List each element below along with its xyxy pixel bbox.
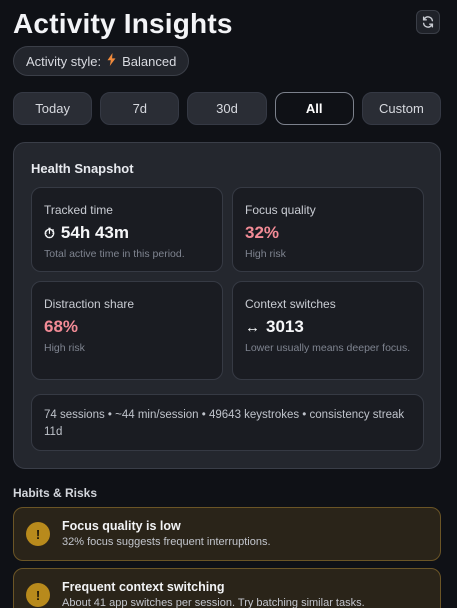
card-value: 54h 43m [60, 223, 129, 242]
card-label: Context switches [245, 297, 336, 311]
card-value: 3013 [266, 317, 304, 336]
period-tabs: Today 7d 30d All Custom [13, 92, 442, 125]
card-sub: Lower usually means deeper focus. [245, 342, 411, 354]
tracked-time-card: Tracked time ⏱ 54h 43m Total active time… [31, 187, 223, 272]
risk-item[interactable]: ! Frequent context switching About 41 ap… [13, 568, 441, 608]
header: Activity Insights [13, 6, 444, 42]
bolt-icon [107, 53, 116, 69]
card-label: Focus quality [245, 203, 316, 217]
activity-style-value: Balanced [122, 53, 177, 69]
refresh-icon [422, 16, 434, 28]
activity-style-label: Activity style: [26, 53, 102, 69]
card-label: Distraction share [44, 297, 135, 311]
card-sub: High risk [44, 342, 85, 354]
page-title: Activity Insights [13, 8, 233, 39]
stopwatch-icon: ⏱ [44, 224, 55, 241]
risk-description: About 41 app switches per session. Try b… [62, 597, 365, 608]
habits-risks-heading: Habits & Risks [13, 486, 98, 500]
tracked-time-value-row: ⏱ 54h 43m [44, 223, 129, 243]
health-snapshot-panel: Health Snapshot Tracked time ⏱ 54h 43m T… [13, 142, 441, 469]
summary-stats: 74 sessions • ~44 min/session • 49643 ke… [31, 394, 424, 451]
card-value: 68% [44, 317, 79, 336]
tab-today[interactable]: Today [13, 92, 93, 125]
context-switches-value-row: ↔ 3013 [245, 317, 304, 337]
risk-title: Focus quality is low [62, 519, 181, 533]
tab-custom[interactable]: Custom [361, 92, 442, 125]
card-label: Tracked time [44, 203, 113, 217]
tab-30d[interactable]: 30d [187, 92, 267, 125]
warning-icon: ! [26, 522, 50, 546]
risk-item[interactable]: ! Focus quality is low 32% focus suggest… [13, 507, 441, 561]
left-right-arrow-icon: ↔ [245, 318, 260, 336]
card-sub: Total active time in this period. [44, 248, 185, 260]
risk-title: Frequent context switching [62, 580, 225, 594]
tab-all[interactable]: All [274, 92, 354, 125]
warning-icon: ! [26, 583, 50, 607]
tab-7d[interactable]: 7d [100, 92, 180, 125]
risk-description: 32% focus suggests frequent interruption… [62, 536, 271, 548]
refresh-button[interactable] [416, 10, 440, 34]
card-sub: High risk [245, 248, 286, 260]
context-switches-card: Context switches ↔ 3013 Lower usually me… [232, 281, 424, 380]
card-value: 32% [245, 223, 280, 242]
health-snapshot-title: Health Snapshot [31, 161, 134, 176]
activity-style-badge[interactable]: Activity style: Balanced [13, 46, 190, 76]
distraction-share-card: Distraction share 68% High risk [31, 281, 223, 380]
focus-quality-card: Focus quality 32% High risk [232, 187, 424, 272]
